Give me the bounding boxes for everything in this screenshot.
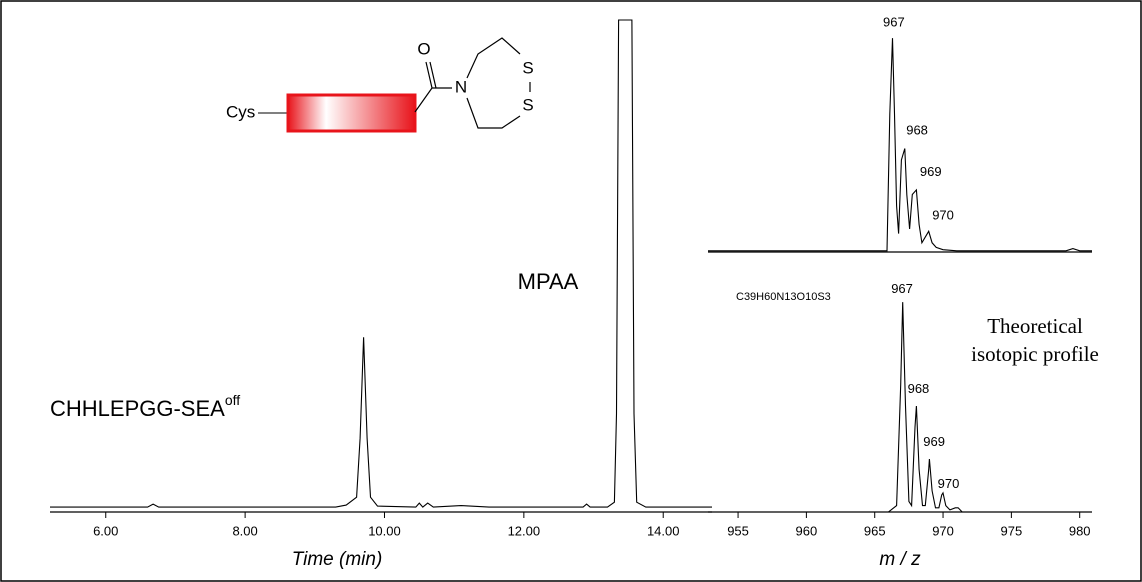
peptide-block bbox=[286, 93, 417, 133]
peak-label: 967 bbox=[891, 281, 913, 296]
peak-label: 970 bbox=[938, 476, 960, 491]
x-tick-label: 12.00 bbox=[508, 523, 541, 538]
annotation-sup: off bbox=[225, 392, 240, 408]
note: isotopic profile bbox=[971, 342, 1099, 366]
x-tick-label: 6.00 bbox=[93, 523, 118, 538]
x-tick-label: 960 bbox=[796, 523, 818, 538]
atom: N bbox=[455, 77, 467, 96]
x-tick-label: 10.00 bbox=[368, 523, 401, 538]
note: Theoretical bbox=[987, 314, 1083, 338]
peak-label: 968 bbox=[908, 381, 930, 396]
trace bbox=[708, 302, 1092, 513]
atom: S bbox=[522, 58, 533, 77]
peak-label: 968 bbox=[906, 122, 928, 137]
formula: C39H60N13O10S3 bbox=[736, 291, 831, 303]
x-tick-label: 975 bbox=[1001, 523, 1023, 538]
x-tick-label: 965 bbox=[864, 523, 886, 538]
bonds bbox=[414, 37, 531, 129]
x-tick-label: 970 bbox=[932, 523, 954, 538]
peak-label: 967 bbox=[883, 14, 905, 29]
atom: S bbox=[522, 95, 533, 114]
annotation: CHHLEPGG-SEAoff bbox=[50, 392, 240, 421]
annotation-main: CHHLEPGG-SEA bbox=[50, 396, 225, 421]
x-tick-label: 14.00 bbox=[647, 523, 680, 538]
annotation: MPAA bbox=[518, 269, 579, 294]
atom: O bbox=[417, 39, 430, 58]
structure-label: Cys bbox=[226, 102, 255, 121]
x-axis-title: m / z bbox=[879, 549, 921, 570]
peak-label: 969 bbox=[920, 164, 942, 179]
peak-label: 969 bbox=[923, 434, 945, 449]
trace bbox=[50, 19, 712, 508]
x-tick-label: 8.00 bbox=[232, 523, 257, 538]
trace bbox=[708, 38, 1092, 252]
x-axis-title: Time (min) bbox=[292, 549, 383, 570]
x-tick-label: 980 bbox=[1069, 523, 1091, 538]
x-tick-label: 955 bbox=[727, 523, 749, 538]
peak-label: 970 bbox=[932, 208, 954, 223]
